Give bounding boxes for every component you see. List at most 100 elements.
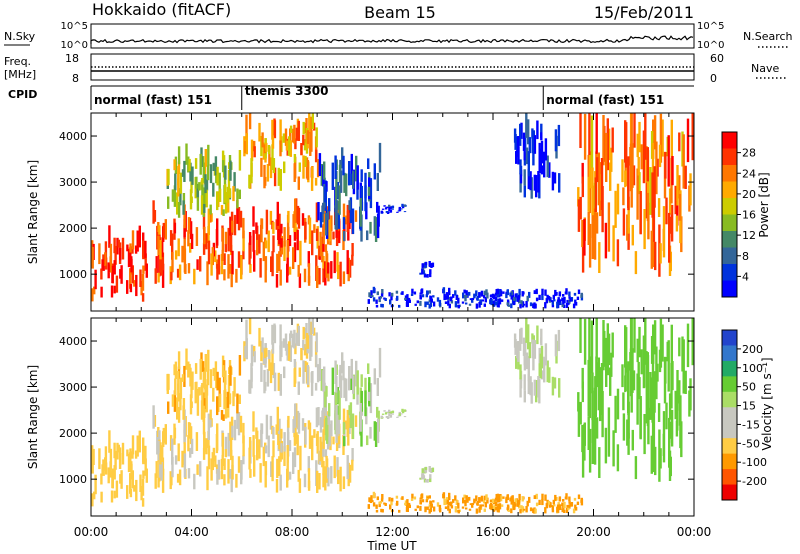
power-echo-cell xyxy=(181,169,185,177)
velocity-echo-cell xyxy=(311,435,314,461)
velocity-echo-cell xyxy=(491,498,495,503)
power-echo-cell xyxy=(517,136,520,157)
velocity-echo-cell xyxy=(426,506,429,510)
power-echo-cell xyxy=(534,303,537,309)
power-echo-cell xyxy=(309,131,312,156)
velocity-echo-cell xyxy=(237,412,241,436)
power-echo-cell xyxy=(204,149,207,167)
velocity-echo-cell xyxy=(265,347,268,357)
velocity-echo-cell xyxy=(178,469,182,486)
velocity-echo-cell xyxy=(429,474,432,479)
power-echo-cell xyxy=(307,251,310,267)
power-echo-cell xyxy=(209,164,213,184)
power-echo-cell xyxy=(566,299,569,303)
power-echo-cell xyxy=(244,140,247,154)
power-echo-cell xyxy=(306,130,310,144)
velocity-echo-cell xyxy=(552,499,555,505)
velocity-echo-cell xyxy=(386,411,389,414)
velocity-echo-cell xyxy=(658,349,662,373)
velocity-echo-cell xyxy=(498,503,501,509)
colorbar-swatch xyxy=(722,247,737,265)
power-echo-cell xyxy=(602,115,605,166)
power-echo-cell xyxy=(600,158,604,210)
power-echo-cell xyxy=(190,233,194,249)
power-echo-cell xyxy=(224,165,227,180)
power-echo-cell xyxy=(330,215,333,232)
velocity-echo-cell xyxy=(287,415,290,428)
velocity-echo-cell xyxy=(476,501,479,506)
power-echo-cell xyxy=(222,160,225,173)
velocity-echo-cell xyxy=(383,410,386,412)
velocity-echo-cell xyxy=(581,381,584,403)
power-echo-cell xyxy=(396,211,399,213)
velocity-echo-cell xyxy=(322,473,325,488)
velocity-echo-cell xyxy=(544,507,547,514)
velocity-echo-cell xyxy=(368,497,371,503)
power-echo-cell xyxy=(676,200,679,226)
velocity-echo-cell xyxy=(621,364,624,388)
power-echo-cell xyxy=(272,235,275,253)
power-echo-cell xyxy=(141,293,145,302)
power-echo-cell xyxy=(595,113,598,154)
velocity-echo-cell xyxy=(109,461,112,478)
power-echo-cell xyxy=(491,293,495,298)
power-echo-cell xyxy=(337,264,340,280)
velocity-echo-cell xyxy=(631,348,634,393)
velocity-echo-cell xyxy=(561,502,564,507)
power-echo-cell xyxy=(293,242,297,263)
velocity-echo-cell xyxy=(432,506,436,512)
velocity-echo-cell xyxy=(193,473,196,490)
power-echo-cell xyxy=(581,162,584,184)
power-echo-cell xyxy=(202,242,206,255)
velocity-echo-cell xyxy=(171,456,174,478)
power-echo-cell xyxy=(205,233,208,250)
velocity-echo-cell xyxy=(531,333,534,344)
velocity-echo-cell xyxy=(126,485,129,499)
power-echo-cell xyxy=(348,200,351,211)
power-echo-cell xyxy=(513,296,516,301)
power-echo-cell xyxy=(525,113,528,138)
power-echo-cell xyxy=(294,198,297,223)
velocity-echo-cell xyxy=(129,473,132,494)
velocity-echo-cell xyxy=(580,497,583,502)
power-echo-cell xyxy=(568,291,571,297)
power-echo-cell xyxy=(373,163,376,180)
velocity-echo-cell xyxy=(224,389,227,408)
y-tick-label: 2000 xyxy=(59,222,87,235)
power-echo-cell xyxy=(403,204,407,207)
velocity-echo-cell xyxy=(492,505,495,512)
velocity-echo-cell xyxy=(104,457,107,471)
velocity-echo-cell xyxy=(248,447,251,470)
velocity-echo-cell xyxy=(600,363,604,415)
power-echo-cell xyxy=(279,140,282,157)
velocity-echo-cell xyxy=(286,453,289,481)
power-echo-cell xyxy=(307,263,311,283)
power-echo-cell xyxy=(468,303,472,306)
power-echo-cell xyxy=(164,219,167,240)
power-echo-cell xyxy=(406,298,409,304)
velocity-echo-cell xyxy=(277,434,280,445)
velocity-echo-cell xyxy=(260,362,263,382)
power-echo-cell xyxy=(510,303,513,309)
power-echo-cell xyxy=(304,221,307,240)
power-echo-cell xyxy=(157,235,160,249)
velocity-echo-cell xyxy=(267,350,271,360)
velocity-echo-cell xyxy=(306,365,310,385)
power-echo-cell xyxy=(220,253,224,275)
velocity-echo-cell xyxy=(142,470,145,479)
velocity-echo-cell xyxy=(129,488,133,498)
power-echo-cell xyxy=(189,162,192,182)
power-echo-cell xyxy=(372,297,376,302)
power-echo-cell xyxy=(626,214,629,241)
velocity-echo-cell xyxy=(624,375,627,393)
power-echo-cell xyxy=(109,243,113,265)
velocity-echo-cell xyxy=(278,440,281,450)
colorbar-label: 50 xyxy=(742,381,756,394)
power-echo-cell xyxy=(292,214,295,228)
velocity-echo-cell xyxy=(374,422,378,447)
velocity-echo-cell xyxy=(212,387,215,402)
velocity-echo-cell xyxy=(195,432,199,451)
power-echo-cell xyxy=(202,162,205,183)
cpid-label: CPID xyxy=(8,88,37,101)
velocity-echo-cell xyxy=(564,496,568,500)
